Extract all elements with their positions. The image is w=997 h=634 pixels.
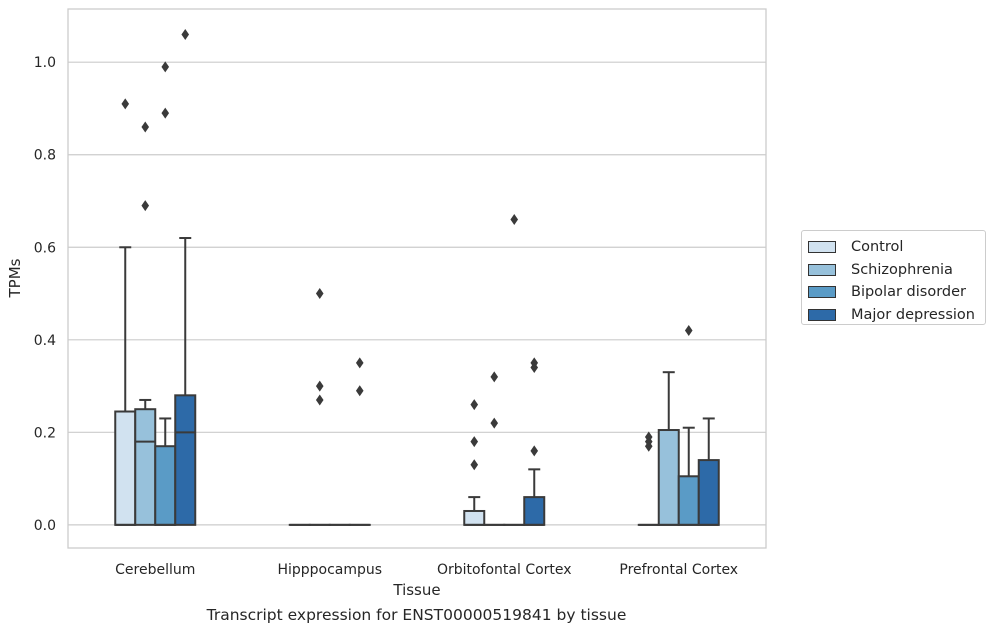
legend-item: Bipolar disorder	[808, 281, 985, 304]
chart-title: Transcript expression for ENST0000051984…	[206, 606, 627, 624]
x-axis-label: Tissue	[392, 581, 440, 599]
box	[523, 496, 546, 526]
y-tick-label: 0.6	[34, 240, 56, 256]
box	[134, 408, 157, 526]
legend-swatch	[808, 286, 836, 299]
outlier-point	[490, 417, 499, 429]
plot-area-frame	[67, 8, 767, 549]
legend-item: Control	[808, 236, 985, 259]
outlier-point	[161, 107, 170, 119]
box-group	[174, 28, 197, 526]
y-axis-ticks: 0.0 0.2 0.4 0.6 0.8 1.0	[34, 55, 56, 534]
box-group	[463, 399, 486, 526]
box-group	[503, 214, 526, 526]
legend-swatch	[808, 308, 836, 321]
legend-swatch	[808, 263, 836, 276]
box-group	[483, 371, 506, 526]
outlier-point	[684, 325, 693, 337]
outlier-point	[121, 98, 130, 110]
box-group	[637, 431, 660, 526]
y-axis-label: TPMs	[6, 258, 24, 298]
legend-item: Major depression	[808, 304, 985, 327]
box-group	[677, 325, 700, 526]
box-group	[523, 357, 546, 526]
x-axis-ticks: Cerebellum Hipppocampus Orbitofontal Corte…	[115, 562, 738, 578]
x-tick-label: Hipppocampus	[277, 562, 382, 578]
y-tick-label: 0.2	[34, 425, 56, 441]
legend-label: Control	[851, 239, 904, 256]
legend-label: Major depression	[851, 306, 975, 323]
x-tick-label: Orbitofontal Cortex	[437, 562, 572, 578]
outlier-point	[470, 399, 479, 411]
box	[114, 410, 137, 526]
box-group	[114, 98, 137, 526]
outlier-point	[315, 380, 324, 392]
outlier-point	[530, 445, 539, 457]
outlier-point	[141, 200, 150, 212]
legend-item: Schizophrenia	[808, 259, 985, 282]
box	[463, 509, 486, 526]
box-group	[657, 371, 680, 526]
box	[154, 445, 177, 526]
y-tick-label: 1.0	[34, 55, 56, 71]
box	[697, 459, 720, 526]
box	[174, 394, 197, 526]
y-tick-label: 0.4	[34, 333, 56, 349]
outlier-point	[181, 28, 190, 40]
outlier-point	[490, 371, 499, 383]
legend: Control Schizophrenia Bipolar disorder Majo…	[801, 230, 986, 325]
outlier-point	[355, 357, 364, 369]
legend-swatch	[808, 241, 836, 254]
outlier-point	[470, 436, 479, 448]
box-group	[348, 357, 371, 526]
outlier-point	[161, 61, 170, 73]
legend-label: Schizophrenia	[851, 261, 953, 278]
outlier-point	[141, 121, 150, 133]
outlier-point	[355, 385, 364, 397]
outlier-point	[470, 459, 479, 471]
outlier-point	[315, 288, 324, 300]
box	[657, 429, 680, 526]
box	[677, 475, 700, 526]
box-plot-series	[114, 28, 720, 526]
outlier-point	[530, 357, 539, 369]
y-tick-label: 0.0	[34, 518, 56, 534]
box-group	[154, 61, 177, 526]
legend-label: Bipolar disorder	[851, 284, 966, 301]
outlier-point	[315, 394, 324, 406]
outlier-point	[644, 431, 653, 443]
outlier-point	[510, 214, 519, 226]
x-tick-label: Cerebellum	[115, 562, 195, 578]
box-group	[697, 417, 720, 526]
box-group	[134, 121, 157, 526]
box-group	[308, 288, 331, 526]
x-tick-label: Prefrontal Cortex	[619, 562, 738, 578]
y-tick-label: 0.8	[34, 148, 56, 164]
